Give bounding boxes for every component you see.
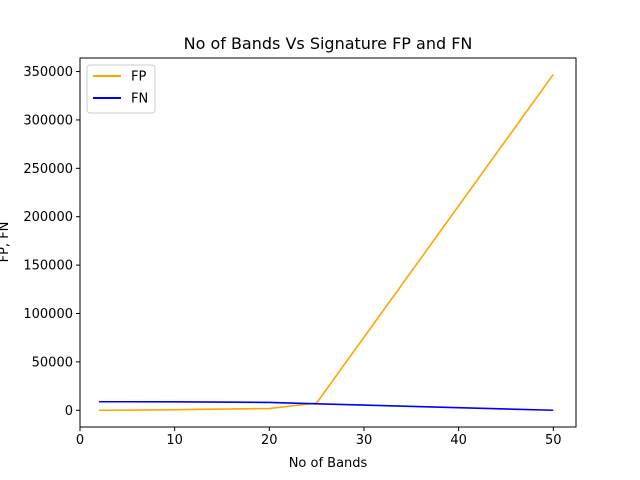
y-tick-label: 350000 — [23, 65, 73, 80]
legend-label-fn: FN — [131, 92, 148, 107]
y-axis-label: FP, FN — [0, 222, 12, 263]
y-tick-label: 50000 — [32, 355, 73, 370]
series-line-fp — [98, 73, 554, 412]
x-axis-label: No of Bands — [289, 456, 368, 471]
x-tick-label: 20 — [261, 433, 278, 448]
y-tick-label: 250000 — [23, 162, 73, 177]
chart-title: No of Bands Vs Signature FP and FN — [184, 34, 473, 53]
x-axis-ticks: 0 10 20 30 40 50 — [76, 427, 562, 448]
x-tick-label: 50 — [545, 433, 562, 448]
x-tick-label: 10 — [166, 433, 183, 448]
y-tick-label: 150000 — [23, 259, 73, 274]
y-tick-label: 300000 — [23, 113, 73, 128]
y-axis-ticks: 0 50000 100000 150000 200000 250000 300000 3500… — [23, 65, 80, 419]
y-tick-label: 200000 — [23, 210, 73, 225]
series-line-fn — [98, 400, 554, 412]
plot-lines — [98, 73, 554, 412]
x-tick-label: 40 — [450, 433, 467, 448]
x-tick-label: 0 — [76, 433, 84, 448]
x-tick-label: 30 — [356, 433, 373, 448]
axes-frame — [79, 57, 577, 428]
legend: FP FN — [86, 64, 156, 114]
legend-label-fp: FP — [131, 70, 146, 85]
y-tick-label: 100000 — [23, 307, 73, 322]
y-tick-label: 0 — [65, 404, 73, 419]
